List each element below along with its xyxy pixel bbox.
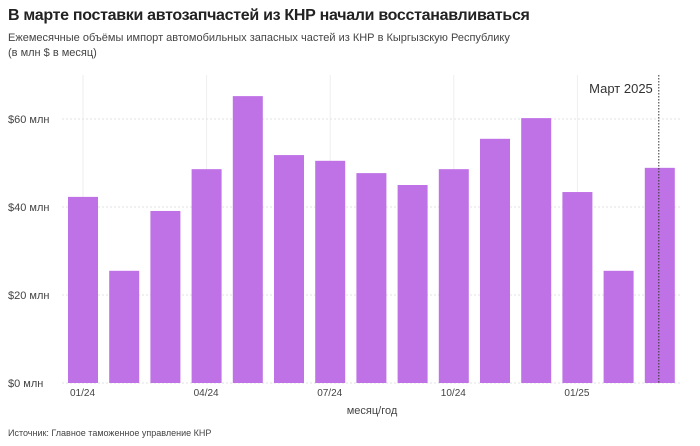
bar-03/24	[150, 210, 181, 383]
subtitle-line-2: (в млн $ в месяц)	[8, 47, 97, 59]
bar-04/24	[191, 169, 222, 383]
bar-12/24	[521, 118, 552, 384]
y-tick-label: $0 млн	[8, 378, 43, 390]
bar-07/24	[315, 160, 346, 383]
bar-02/25	[603, 270, 634, 383]
bar-06/24	[274, 155, 304, 383]
bar-08/24	[356, 173, 387, 383]
chart-subtitle: Ежемесячные объёмы импорт автомобильных …	[8, 31, 628, 61]
x-tick-label: 07/24	[317, 388, 342, 399]
bar-02/24	[109, 270, 140, 383]
y-tick-label: $20 млн	[8, 290, 49, 302]
x-tick-label: 01/25	[564, 388, 589, 399]
x-axis-label: месяц/год	[347, 405, 398, 417]
bar-10/24	[438, 169, 469, 383]
bar-11/24	[480, 138, 510, 383]
bar-05/24	[232, 96, 263, 384]
x-tick-label: 01/24	[70, 388, 95, 399]
x-tick-label: 04/24	[194, 388, 219, 399]
annotation-label: Март 2025	[589, 81, 653, 96]
y-tick-label: $40 млн	[8, 202, 49, 214]
subtitle-line-1: Ежемесячные объёмы импорт автомобильных …	[8, 32, 510, 44]
chart-title: В марте поставки автозапчастей из КНР на…	[8, 7, 530, 24]
bar-01/25	[562, 192, 593, 383]
x-tick-label: 10/24	[441, 388, 466, 399]
source-note: Источник: Главное таможенное управление …	[8, 428, 212, 438]
bar-09/24	[397, 185, 428, 383]
bar-03/25	[644, 167, 675, 383]
y-tick-label: $60 млн	[8, 114, 49, 126]
bar-01/24	[68, 196, 98, 383]
